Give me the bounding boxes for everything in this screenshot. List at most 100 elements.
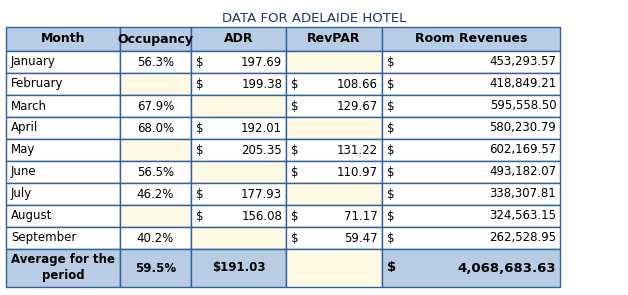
Bar — [286, 51, 382, 73]
Text: $: $ — [291, 99, 299, 112]
Bar — [382, 183, 560, 205]
Text: $: $ — [291, 78, 299, 91]
Bar — [6, 249, 120, 287]
Bar — [286, 205, 382, 227]
Text: 262,528.95: 262,528.95 — [489, 232, 556, 245]
Bar — [286, 139, 382, 161]
Text: May: May — [11, 143, 35, 157]
Text: $: $ — [387, 209, 394, 222]
Text: 46.2%: 46.2% — [137, 188, 174, 201]
Text: $: $ — [387, 165, 394, 178]
Bar — [191, 117, 286, 139]
Text: 129.67: 129.67 — [337, 99, 378, 112]
Bar — [286, 183, 382, 205]
Text: 56.3%: 56.3% — [137, 55, 174, 68]
Text: 338,307.81: 338,307.81 — [490, 188, 556, 201]
Text: ADR: ADR — [224, 32, 253, 45]
Bar — [382, 227, 560, 249]
Bar — [382, 51, 560, 73]
Text: 595,558.50: 595,558.50 — [490, 99, 556, 112]
Text: 59.47: 59.47 — [344, 232, 378, 245]
Text: 324,563.15: 324,563.15 — [489, 209, 556, 222]
Text: 493,182.07: 493,182.07 — [489, 165, 556, 178]
Bar — [286, 227, 382, 249]
Text: $: $ — [196, 209, 203, 222]
Text: Room Revenues: Room Revenues — [415, 32, 528, 45]
Text: January: January — [11, 55, 56, 68]
Text: Occupancy: Occupancy — [117, 32, 193, 45]
Text: $: $ — [387, 122, 394, 135]
Bar — [286, 27, 382, 51]
Text: July: July — [11, 188, 32, 201]
Bar — [120, 139, 191, 161]
Text: $: $ — [387, 78, 394, 91]
Bar — [382, 95, 560, 117]
Bar — [382, 27, 560, 51]
Text: $: $ — [196, 188, 203, 201]
Text: 602,169.57: 602,169.57 — [489, 143, 556, 157]
Bar — [191, 205, 286, 227]
Bar — [120, 161, 191, 183]
Text: 59.5%: 59.5% — [135, 261, 176, 275]
Text: $: $ — [196, 55, 203, 68]
Bar — [382, 139, 560, 161]
Text: $: $ — [291, 232, 299, 245]
Text: $: $ — [196, 122, 203, 135]
Bar — [6, 51, 120, 73]
Text: $: $ — [387, 232, 394, 245]
Text: $: $ — [291, 165, 299, 178]
Text: 68.0%: 68.0% — [137, 122, 174, 135]
Text: 197.69: 197.69 — [241, 55, 282, 68]
Bar — [120, 73, 191, 95]
Text: March: March — [11, 99, 47, 112]
Bar — [382, 73, 560, 95]
Bar — [191, 249, 286, 287]
Bar — [286, 249, 382, 287]
Bar — [191, 51, 286, 73]
Text: $: $ — [291, 143, 299, 157]
Bar — [382, 249, 560, 287]
Text: DATA FOR ADELAIDE HOTEL: DATA FOR ADELAIDE HOTEL — [222, 12, 406, 25]
Text: 453,293.57: 453,293.57 — [489, 55, 556, 68]
Text: April: April — [11, 122, 38, 135]
Bar — [286, 95, 382, 117]
Text: $: $ — [387, 55, 394, 68]
Bar — [382, 117, 560, 139]
Text: 108.66: 108.66 — [337, 78, 378, 91]
Bar — [120, 205, 191, 227]
Bar — [120, 27, 191, 51]
Bar — [120, 95, 191, 117]
Bar — [120, 183, 191, 205]
Bar — [120, 227, 191, 249]
Bar — [6, 183, 120, 205]
Bar — [6, 139, 120, 161]
Bar — [6, 73, 120, 95]
Bar — [286, 161, 382, 183]
Bar — [6, 205, 120, 227]
Text: 131.22: 131.22 — [337, 143, 378, 157]
Bar — [120, 117, 191, 139]
Text: $: $ — [196, 143, 203, 157]
Bar — [382, 161, 560, 183]
Text: $: $ — [196, 78, 203, 91]
Bar — [6, 117, 120, 139]
Text: 192.01: 192.01 — [241, 122, 282, 135]
Bar — [6, 161, 120, 183]
Text: 580,230.79: 580,230.79 — [489, 122, 556, 135]
Text: 199.38: 199.38 — [241, 78, 282, 91]
Bar — [191, 95, 286, 117]
Text: February: February — [11, 78, 63, 91]
Bar — [6, 95, 120, 117]
Text: June: June — [11, 165, 36, 178]
Text: 56.5%: 56.5% — [137, 165, 174, 178]
Bar — [382, 205, 560, 227]
Text: $: $ — [387, 99, 394, 112]
Text: 4,068,683.63: 4,068,683.63 — [458, 261, 556, 275]
Bar — [191, 139, 286, 161]
Bar — [191, 161, 286, 183]
Text: 418,849.21: 418,849.21 — [489, 78, 556, 91]
Bar — [191, 73, 286, 95]
Text: Month: Month — [41, 32, 85, 45]
Bar — [286, 117, 382, 139]
Text: $: $ — [291, 209, 299, 222]
